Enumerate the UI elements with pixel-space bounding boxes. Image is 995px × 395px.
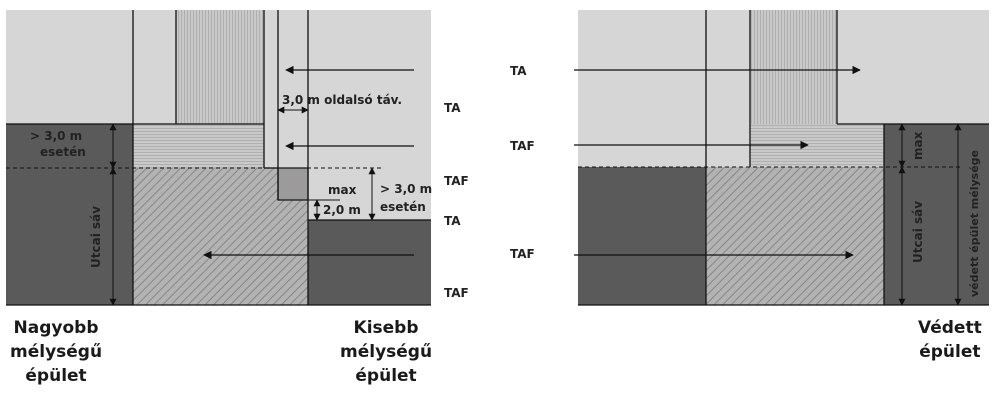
right-dark-block	[308, 220, 431, 305]
esetén-right-label: esetén	[380, 200, 426, 214]
caption-smaller-line-2: mélységű	[340, 342, 433, 362]
taf-label-1: TAF	[510, 139, 535, 153]
caption-larger-line-3: épület	[25, 366, 87, 386]
left-outline	[6, 10, 431, 306]
right-vertical-hatch-strip	[750, 10, 837, 124]
caption-protected-line-1: Védett	[918, 318, 982, 338]
esetén-top-label: esetén	[40, 145, 86, 159]
taf-label-2: TAF	[444, 174, 469, 188]
center-labels: TA TA TAF TAF TA TAF TAF	[444, 64, 535, 300]
caption-larger-building: Nagyobb mélységű épület	[10, 316, 102, 388]
caption-protected-line-2: épület	[919, 342, 981, 362]
caption-smaller-building: Kisebb mélységű épület	[340, 316, 432, 388]
taf-label-3: TAF	[510, 247, 535, 261]
caption-smaller-line-1: Kisebb	[353, 318, 419, 338]
street-strip-label-right: Utcai sáv	[911, 201, 925, 263]
protected-depth-label: védett épület mélysége	[968, 150, 981, 297]
caption-larger-line-1: Nagyobb	[13, 318, 99, 338]
over-3m-top-label: > 3,0 m	[30, 129, 82, 143]
street-strip-label-left: Utcai sáv	[89, 206, 103, 268]
max-label-left: max	[328, 183, 357, 197]
right-outline	[578, 10, 989, 306]
left-diagram: 3,0 m oldalsó táv. > 3,0 m esetén Utcai …	[6, 10, 432, 306]
side-distance-label: 3,0 m oldalsó táv.	[282, 93, 402, 107]
over-3m-right-label: > 3,0 m	[380, 182, 432, 196]
taf-label-4: TAF	[444, 286, 469, 300]
caption-larger-line-2: mélységű	[10, 342, 103, 362]
small-gray-box	[277, 167, 309, 201]
vertical-hatch-strip	[176, 10, 264, 124]
two-m-label: 2,0 m	[323, 203, 361, 217]
ta-label-2: TA	[444, 101, 461, 115]
right-diagram: max Utcai sáv védett épület mélysége	[574, 10, 989, 306]
horizontal-hatch-band	[133, 124, 264, 168]
ta-label-1: TA	[510, 64, 527, 78]
right-diagonal-hatch	[706, 167, 884, 305]
diagonal-hatch-area	[133, 168, 308, 305]
caption-protected-building: Védett épület	[918, 316, 982, 364]
ta-label-3: TA	[444, 214, 461, 228]
caption-smaller-line-3: épület	[355, 366, 417, 386]
max-label-right: max	[911, 131, 925, 160]
right-left-dark-block	[578, 167, 706, 305]
